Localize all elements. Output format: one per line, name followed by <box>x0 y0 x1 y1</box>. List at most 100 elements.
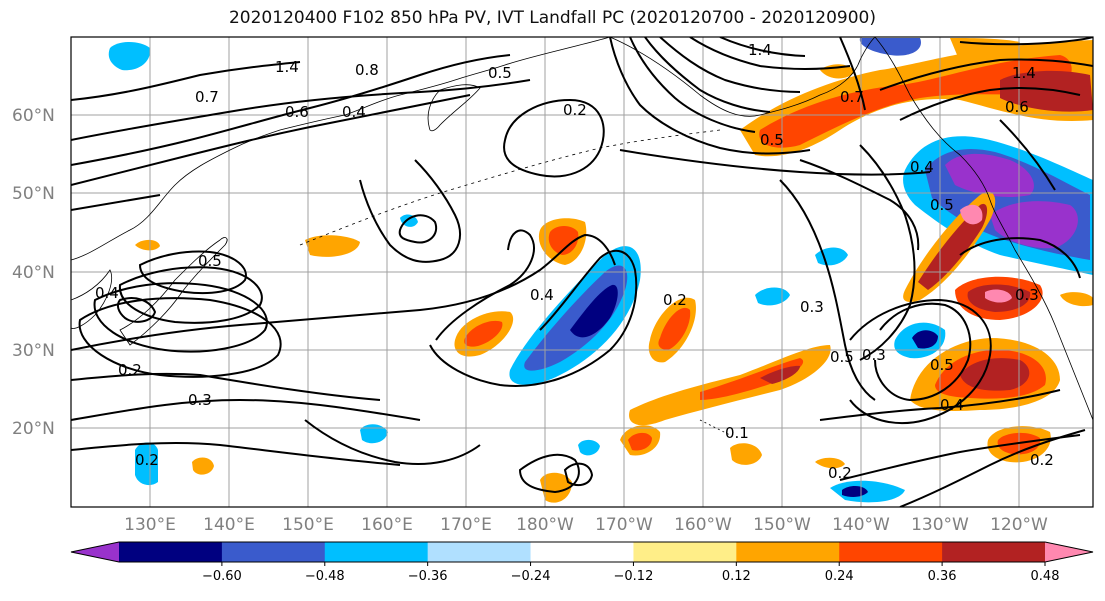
positive-anomaly-2-core <box>548 226 579 255</box>
longitude-label: 160°W <box>674 515 732 535</box>
contour-label: 0.5 <box>830 348 854 366</box>
longitude-label: 160°E <box>361 515 413 535</box>
contour-label: 0.8 <box>355 61 379 79</box>
positive-band-alaska-core <box>759 55 1072 148</box>
contour-label: 0.5 <box>930 196 954 214</box>
positive-anomaly-5-core <box>628 432 652 451</box>
contour-label: 0.2 <box>563 101 587 119</box>
positive-anomaly-9-pink <box>985 289 1012 303</box>
longitude-label: 170°W <box>595 515 653 535</box>
contour-label-group: 1.4 0.7 0.6 0.8 0.4 0.5 0.2 1.4 1.4 0.5 … <box>95 41 1054 482</box>
positive-band-subtropical-core <box>700 358 804 400</box>
colorbar-extend-low <box>71 542 119 562</box>
coastlines <box>71 37 1093 436</box>
colorbar-swatch <box>221 542 326 562</box>
longitude-label: 150°E <box>282 515 334 535</box>
longitude-label: 140°W <box>832 515 890 535</box>
colorbar-tick-label: −0.36 <box>408 569 448 584</box>
map-frame <box>70 36 1094 508</box>
positive-anomaly-pink <box>960 204 983 225</box>
contour-label: 0.4 <box>940 396 964 414</box>
longitude-label: 130°W <box>911 515 969 535</box>
colorbar-swatch <box>736 542 840 562</box>
coastline-alaska <box>609 37 876 117</box>
colorbar-tick-label: −0.12 <box>614 569 654 584</box>
positive-anomaly-small-14 <box>815 457 845 469</box>
coastline-north-america <box>874 37 1093 421</box>
contour-label: 0.2 <box>135 451 159 469</box>
positive-anomaly-small-12 <box>1060 292 1093 307</box>
coastline-asia <box>71 37 611 261</box>
longitude-label: 170°E <box>440 515 492 535</box>
contour-label: 0.2 <box>1030 451 1054 469</box>
colorbar-tick-label: 0.48 <box>1031 569 1060 584</box>
contour-label: 1.4 <box>275 58 299 76</box>
contour-label: 0.4 <box>342 103 366 121</box>
colorbar-tick-label: −0.24 <box>511 569 551 584</box>
positive-anomaly-alaska-peak <box>1000 70 1093 112</box>
contour-label: 0.4 <box>530 286 554 304</box>
colorbar-outline <box>70 541 1094 563</box>
negative-anomaly-small-7 <box>135 442 158 486</box>
contour-label: 0.7 <box>840 88 864 106</box>
negative-anomaly-small-6 <box>578 439 600 456</box>
colorbar-tick-label: 0.12 <box>722 569 751 584</box>
map-title: 2020120400 F102 850 hPa PV, IVT Landfall… <box>228 8 876 28</box>
negative-anomaly-small-8 <box>108 42 151 71</box>
negative-cluster-northeast-peak <box>945 153 1034 197</box>
contour-label: 0.4 <box>95 284 119 302</box>
negative-anomaly-central-core <box>524 265 628 371</box>
colorbar-tick-label: 0.36 <box>928 569 957 584</box>
colorbar-swatch <box>530 542 634 562</box>
colorbar-tick-label: −0.60 <box>202 569 242 584</box>
colorbar-swatch <box>633 542 737 562</box>
colorbar-swatch <box>427 542 532 562</box>
longitude-label: 180°W <box>516 515 574 535</box>
contour-label: 0.5 <box>488 64 512 82</box>
colorbar-swatch <box>119 542 223 562</box>
longitude-label: 130°E <box>124 515 176 535</box>
colorbar: −0.60 −0.48 −0.36 −0.24 −0.12 0.12 0.24 0.36 0.4… <box>70 541 1094 584</box>
latitude-label: 50°N <box>12 184 55 204</box>
contour-label: 0.5 <box>198 252 222 270</box>
positive-anomaly-7 <box>730 443 762 465</box>
negative-anomaly-small-9 <box>400 214 418 227</box>
colorbar-swatch <box>942 542 1046 562</box>
contour-label: 1.4 <box>748 41 772 59</box>
positive-band-subtropical-peak <box>760 365 800 384</box>
latitude-label: 40°N <box>12 263 55 283</box>
negative-anomaly-small-5 <box>360 424 388 444</box>
negative-anomaly-small-1-core <box>912 330 938 349</box>
positive-anomaly-small-13 <box>135 239 160 251</box>
contour-label: 0.3 <box>1015 286 1039 304</box>
contour-label: 0.3 <box>188 391 212 409</box>
latitude-labels: 60°N 50°N 40°N 30°N 20°N <box>12 106 55 439</box>
positive-band-coastal-core <box>918 203 988 290</box>
positive-anomaly-10-peak <box>960 358 1030 391</box>
longitude-labels: 130°E 140°E 150°E 160°E 170°E 180°W 170°… <box>124 515 1048 535</box>
contour-label: 0.3 <box>862 346 886 364</box>
positive-anomaly-8 <box>192 457 214 475</box>
colorbar-tick-label: 0.24 <box>825 569 854 584</box>
latitude-label: 20°N <box>12 419 55 439</box>
pv-contours <box>71 37 1093 507</box>
coastline-hawaii <box>699 419 731 436</box>
contour-label: 0.3 <box>800 298 824 316</box>
positive-anomaly-6 <box>540 472 572 503</box>
colorbar-swatch <box>324 542 429 562</box>
contour-label: 0.6 <box>285 103 309 121</box>
negative-anomaly-blob-n1 <box>859 38 921 56</box>
contour-label: 0.7 <box>195 88 219 106</box>
contour-label: 0.5 <box>760 131 784 149</box>
latitude-label: 30°N <box>12 341 55 361</box>
contour-label: 0.5 <box>930 356 954 374</box>
longitude-label: 150°W <box>753 515 811 535</box>
contour-label: 0.1 <box>725 424 749 442</box>
positive-anomaly-3-core <box>658 307 691 350</box>
colorbar-tick-label: −0.48 <box>305 569 345 584</box>
negative-anomaly-small-2 <box>755 287 790 306</box>
negative-anomaly-central-peak <box>570 284 618 338</box>
negative-cluster-northeast-peak-2 <box>990 201 1078 249</box>
latitude-label: 60°N <box>12 106 55 126</box>
